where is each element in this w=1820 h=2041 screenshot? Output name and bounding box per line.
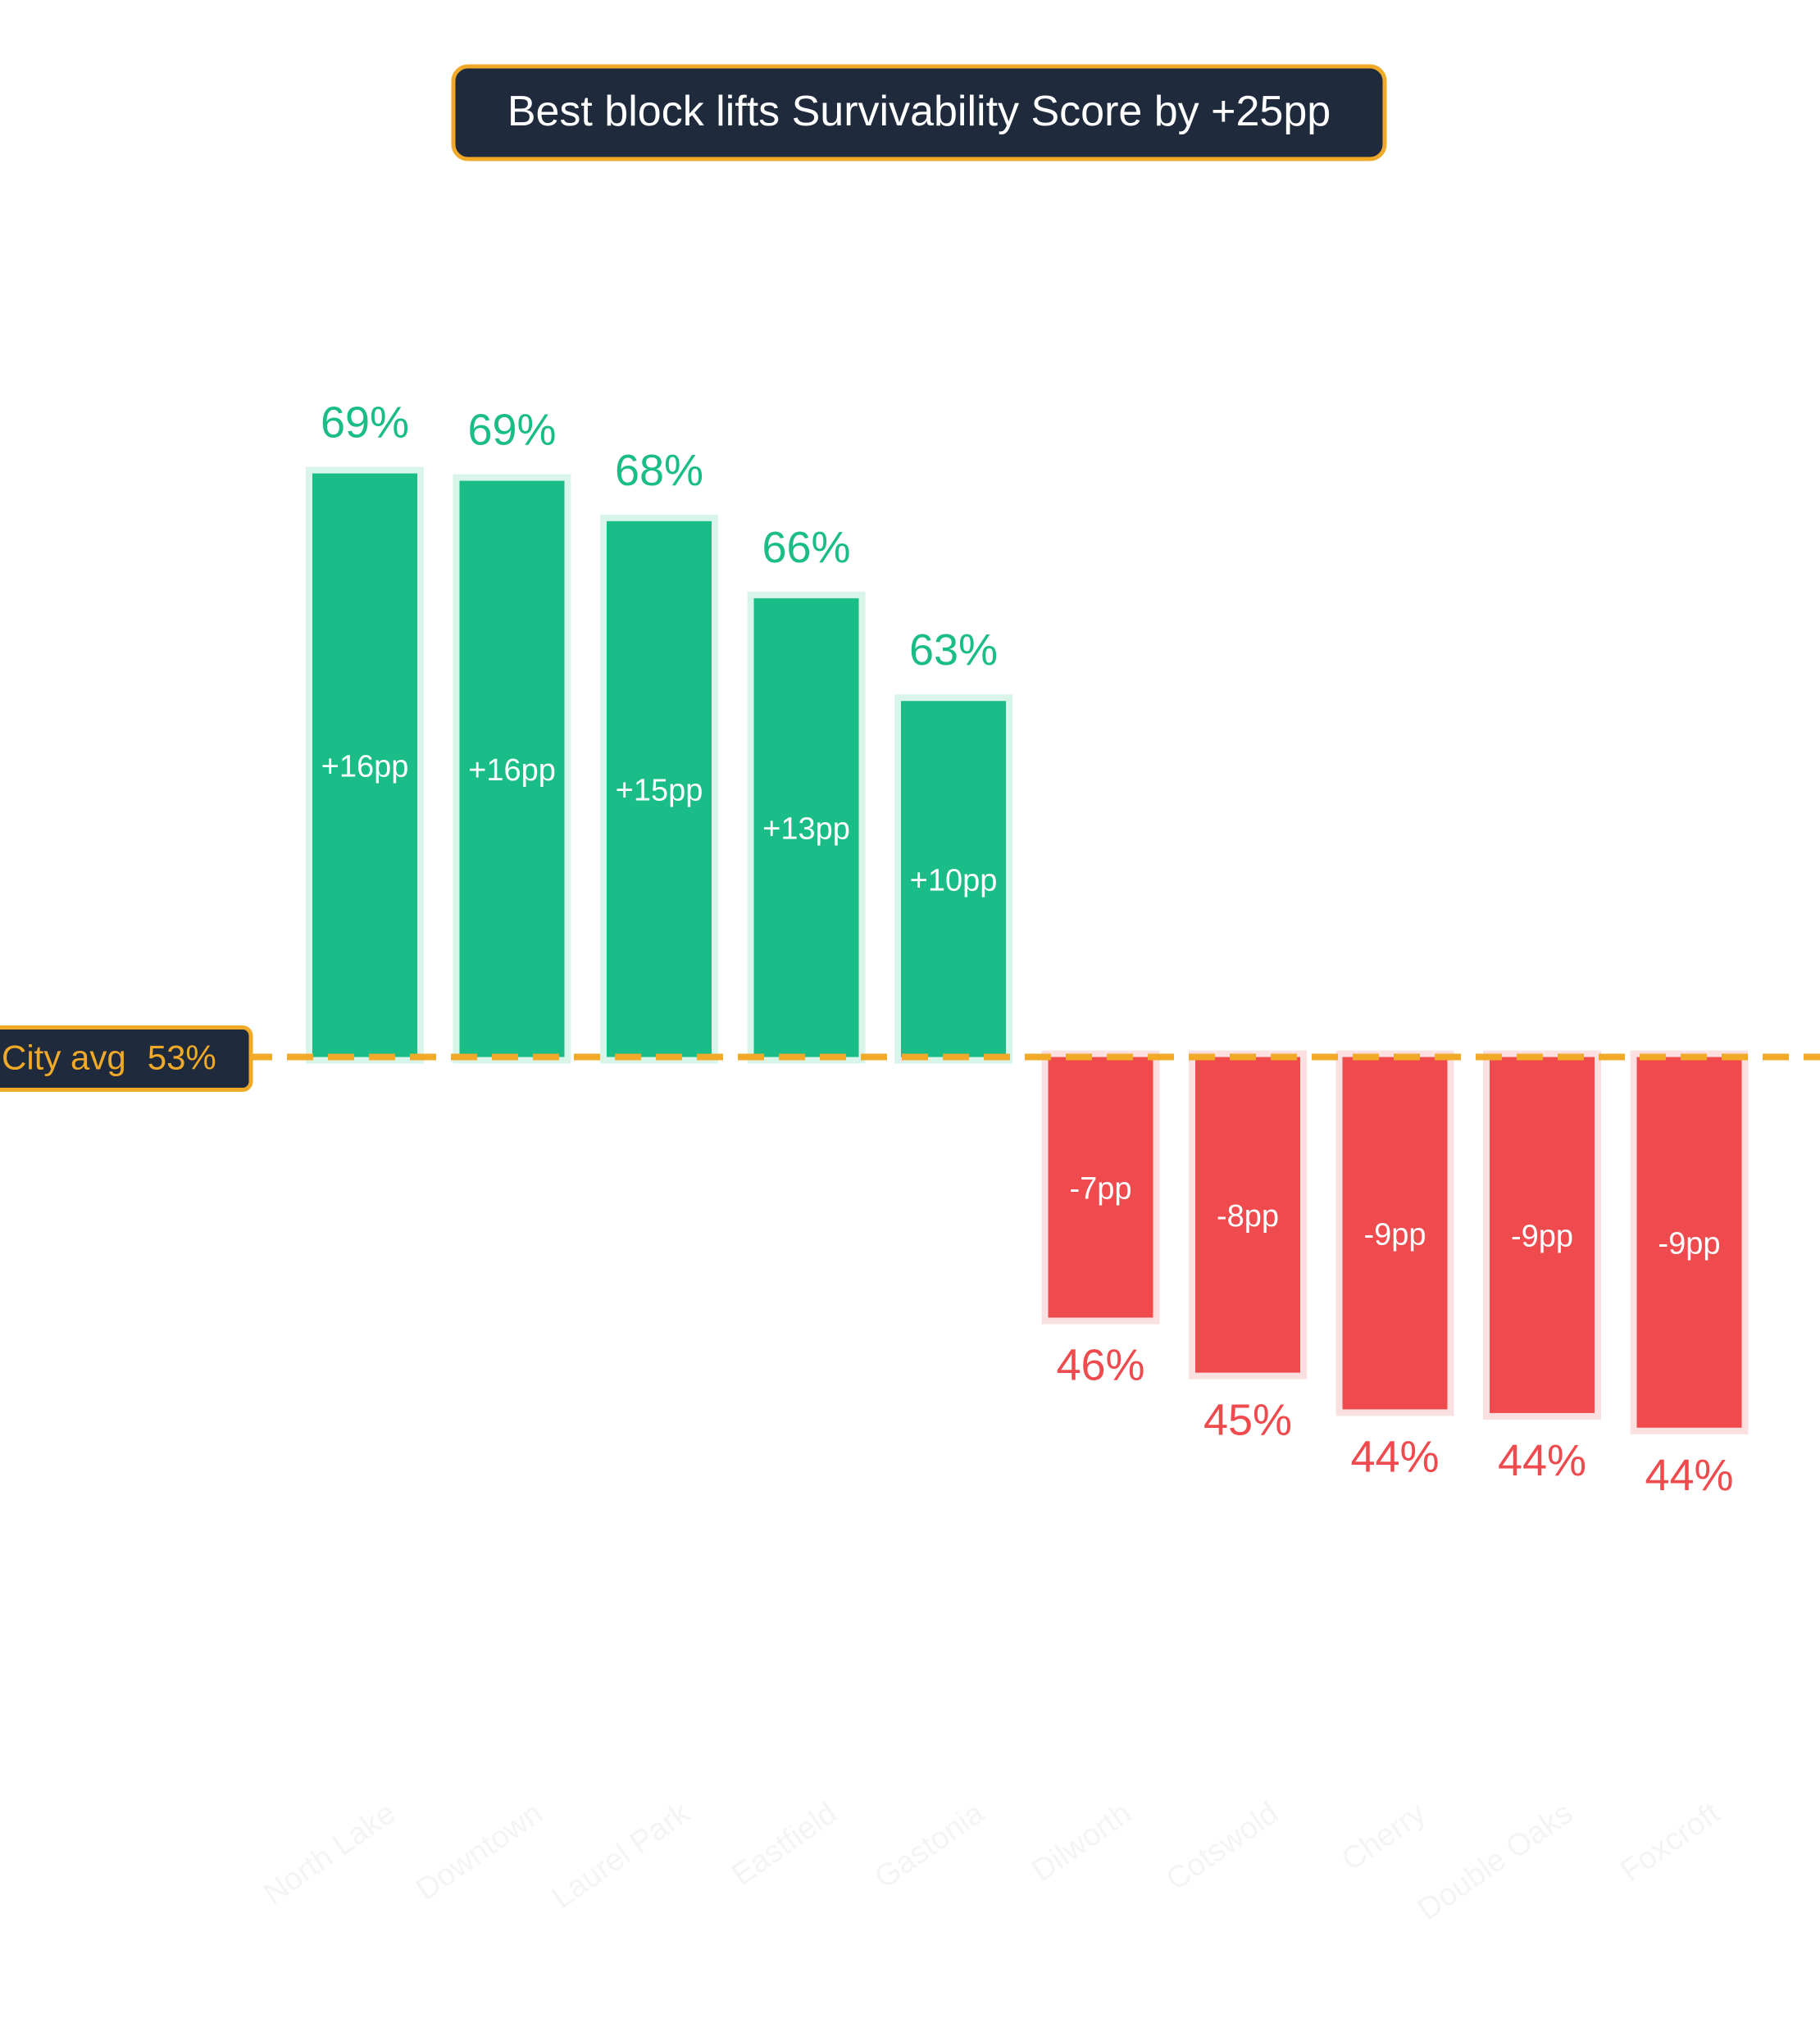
bar <box>1636 1057 1742 1428</box>
x-tick-label: Foxcroft <box>1614 1796 1727 1889</box>
bar-value-label: 44% <box>1645 1451 1733 1500</box>
bar <box>312 473 417 1057</box>
bar <box>459 480 565 1057</box>
bar-delta-label: +16pp <box>321 750 409 784</box>
chart-title: Best block lifts Survivability Score by … <box>507 88 1331 135</box>
bar-delta-label: -9pp <box>1658 1227 1720 1261</box>
city-average-value: 53% <box>148 1039 216 1077</box>
bar <box>607 520 712 1057</box>
x-tick-label: Laurel Park <box>546 1795 697 1915</box>
bar <box>1195 1057 1300 1373</box>
bar-value-label: 66% <box>762 523 850 572</box>
bar-value-label: 46% <box>1056 1340 1144 1389</box>
bar-value-label: 45% <box>1203 1396 1292 1445</box>
bar-delta-label: +13pp <box>762 812 850 847</box>
bar <box>1342 1057 1448 1410</box>
city-average-badge: City avg 53% <box>0 1025 253 1093</box>
city-average-badge-background <box>0 1025 253 1093</box>
bar <box>753 598 859 1057</box>
bar-delta-label: -9pp <box>1363 1217 1426 1252</box>
bar <box>1048 1057 1153 1318</box>
bar-delta-label: +10pp <box>910 863 998 898</box>
x-tick-label: Gastonia <box>868 1795 990 1895</box>
bar-delta-label: +15pp <box>616 774 703 808</box>
x-tick-label: North Lake <box>257 1796 402 1911</box>
bar-group-gastonia: +10pp 63% <box>894 625 1012 1064</box>
city-average-text: City avg <box>2 1039 126 1077</box>
x-tick-label: Double Oaks <box>1412 1796 1579 1927</box>
bar-delta-label: -9pp <box>1511 1220 1573 1254</box>
bar-group-dilworth: -7pp 46% <box>1041 1050 1160 1389</box>
bar <box>1490 1057 1595 1413</box>
bar-value-label: 63% <box>909 625 998 675</box>
title-badge-background <box>451 64 1387 161</box>
x-tick-label: Eastfield <box>726 1796 843 1893</box>
bar-value-label: 44% <box>1498 1436 1586 1485</box>
bar-value-label: 69% <box>321 398 409 448</box>
bar <box>901 701 1006 1057</box>
bar-group-eastfield: +13pp 66% <box>747 523 866 1064</box>
bar-group-laurel-park: +15pp 68% <box>600 446 718 1064</box>
bar-group-north-lake: +16pp 69% <box>306 398 424 1064</box>
bar-delta-label: -7pp <box>1069 1172 1131 1207</box>
bar-group-foxcroft: -9pp 44% <box>1630 1050 1749 1500</box>
bar-delta-label: -8pp <box>1217 1199 1279 1234</box>
x-tick-label: Downtown <box>410 1796 548 1907</box>
x-tick-label: Cotswold <box>1160 1796 1285 1898</box>
x-tick-label: Dilworth <box>1026 1796 1138 1889</box>
bar-series: +16pp 69% +16pp 69% +15pp 68% +13pp 66% +10pp 63%… <box>306 398 1749 1500</box>
bar-group-double-oaks: -9pp 44% <box>1483 1050 1601 1485</box>
bar-value-label: 69% <box>467 406 556 455</box>
bar-group-cotswold: -8pp 45% <box>1189 1050 1307 1445</box>
chart-title-badge: Best block lifts Survivability Score by … <box>451 64 1387 161</box>
bar-group-cherry: -9pp 44% <box>1335 1050 1454 1481</box>
city-average-label: City avg 53% <box>2 1039 216 1077</box>
x-tick-label: Cherry <box>1335 1796 1431 1878</box>
bar-delta-label: +16pp <box>468 753 556 788</box>
bar-value-label: 68% <box>615 446 703 495</box>
bar-value-label: 44% <box>1350 1432 1439 1481</box>
bar-group-downtown: +16pp 69% <box>453 406 571 1064</box>
